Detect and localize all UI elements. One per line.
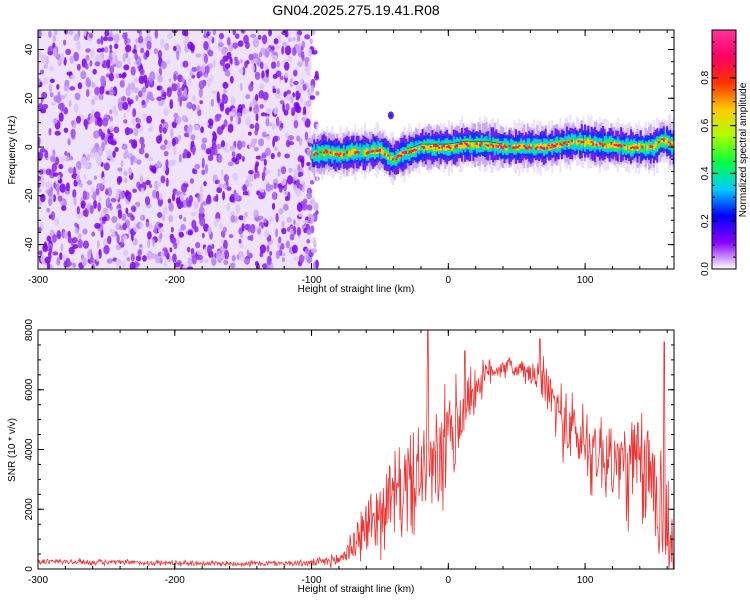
snr-y-tick-label: 6000 <box>24 378 35 401</box>
spectrogram-y-label: Frequency (Hz) <box>7 116 18 185</box>
colorbar-tick-label: 0.6 <box>700 118 711 132</box>
spectrogram-y-tick-label: -40 <box>24 237 35 252</box>
spectrogram-x-tick-label: -200 <box>165 275 185 286</box>
spectrogram-x-label: Height of straight line (km) <box>298 284 415 295</box>
spectrogram-frame <box>37 29 675 270</box>
snr-x-tick-label: 100 <box>577 575 594 586</box>
snr-x-ticks: -300 -200 -100 0 100 <box>28 330 668 586</box>
spectrogram-y-tick-label: 40 <box>24 44 35 56</box>
colorbar-tick-label: 0.8 <box>700 70 711 84</box>
snr-y-label: SNR (10 * v/v) <box>7 418 18 482</box>
snr-x-label: Height of straight line (km) <box>298 584 415 595</box>
spectrogram-x-ticks: -300 -200 -100 0 100 <box>28 30 668 286</box>
spectrogram-x-tick-label: 0 <box>446 275 452 286</box>
colorbar-tick-label: 0.4 <box>700 166 711 180</box>
snr-y-tick-label: 4000 <box>24 438 35 461</box>
colorbar-tick-label: 0.2 <box>700 214 711 228</box>
colorbar: 0.0 0.2 0.4 0.6 0.8 Normalized spectral ampl… <box>700 29 749 276</box>
spectrogram-y-tick-label: -20 <box>24 188 35 203</box>
colorbar-ticks: 0.0 0.2 0.4 0.6 0.8 <box>700 41 736 276</box>
snr-series-line <box>38 330 674 569</box>
spectrogram-x-tick-label: -100 <box>302 275 322 286</box>
snr-x-tick-label: 0 <box>446 575 452 586</box>
spectrogram-y-ticks: -40 -20 0 20 40 <box>24 36 674 270</box>
snr-y-tick-label: 8000 <box>24 318 35 341</box>
colorbar-tick-label: 0.0 <box>700 262 711 276</box>
colorbar-gradient <box>712 30 736 269</box>
figure-title: GN04.2025.275.19.41.R08 <box>272 2 440 18</box>
snr-y-tick-label: 2000 <box>24 498 35 521</box>
snr-y-tick-label: 0 <box>24 566 35 572</box>
spectrogram-y-tick-label: 20 <box>24 92 35 104</box>
spectrogram-noise-region <box>38 30 320 269</box>
snr-x-tick-label: -100 <box>302 575 322 586</box>
spectrogram-signal-band <box>311 111 674 186</box>
colorbar-label: Normalized spectral amplitude <box>738 82 749 217</box>
spectrogram-y-tick-label: 0 <box>24 144 35 150</box>
spectrogram-x-tick-label: -300 <box>28 275 48 286</box>
snr-y-ticks: 0 2000 4000 6000 8000 <box>24 318 674 572</box>
snr-x-tick-label: -200 <box>165 575 185 586</box>
snr-x-tick-label: -300 <box>28 575 48 586</box>
spectrogram-x-tick-label: 100 <box>577 275 594 286</box>
